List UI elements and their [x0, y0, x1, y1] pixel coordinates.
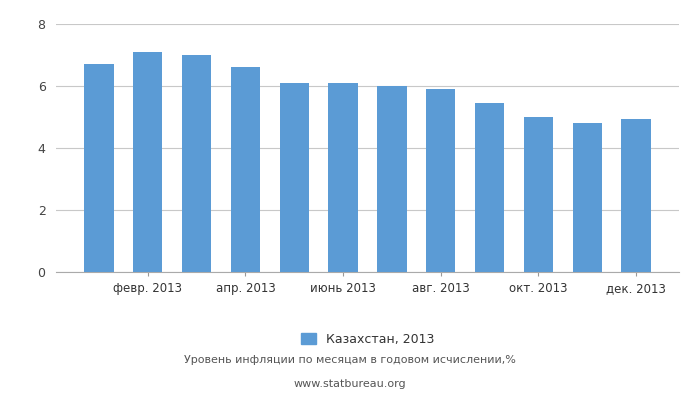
Legend: Казахстан, 2013: Казахстан, 2013 [301, 333, 434, 346]
Text: Уровень инфляции по месяцам в годовом исчислении,%: Уровень инфляции по месяцам в годовом ис… [184, 355, 516, 365]
Bar [133, 52, 162, 272]
Bar [524, 117, 553, 272]
Bar [328, 83, 358, 272]
Bar [573, 123, 602, 272]
Bar [279, 83, 309, 272]
Bar [475, 103, 504, 272]
Bar [182, 55, 211, 272]
Bar [84, 64, 113, 272]
Text: www.statbureau.org: www.statbureau.org [294, 379, 406, 389]
Bar [426, 89, 456, 272]
Bar [377, 86, 407, 272]
Bar [622, 118, 651, 272]
Bar [231, 67, 260, 272]
